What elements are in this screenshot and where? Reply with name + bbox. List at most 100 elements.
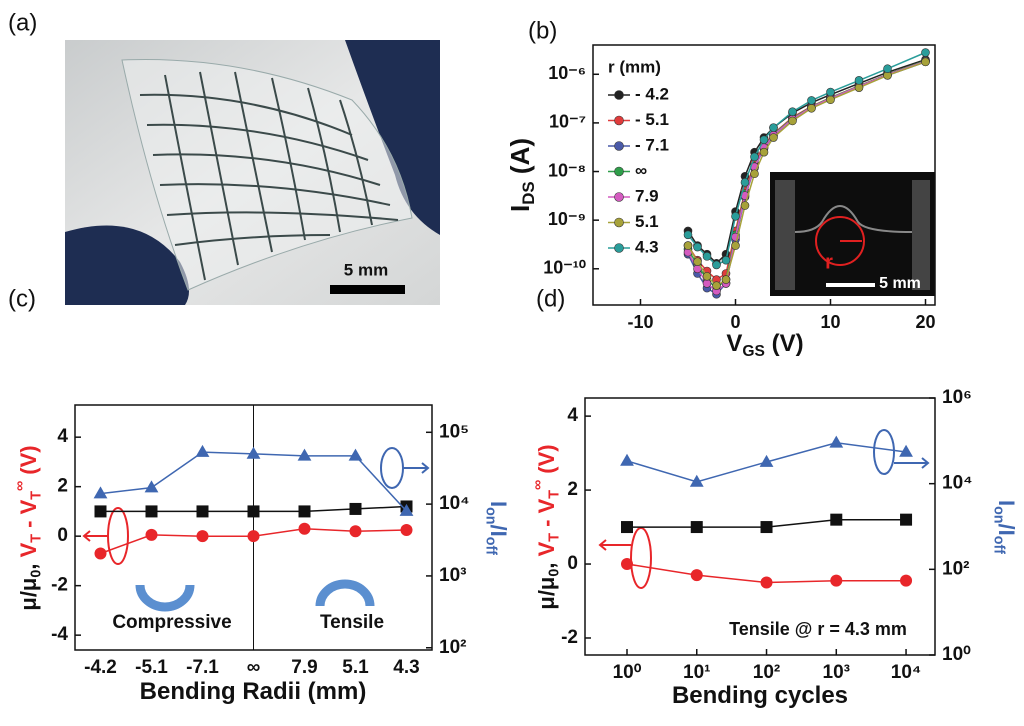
label-part: DS [519, 181, 538, 204]
plot-frame [584, 397, 936, 656]
y-axis-label: μ/μ0, VT - VT∞ (V) [12, 445, 45, 610]
marker [614, 115, 624, 126]
y-tick-label: 10⁻⁹ [548, 209, 586, 229]
marker [702, 272, 712, 281]
x-axis-label: Bending Radii (mm) [140, 678, 367, 705]
label-part: on [483, 507, 499, 524]
y-tick-label: 10⁻⁶ [548, 63, 586, 83]
x-tick-label: 20 [915, 312, 935, 332]
x-tick-label: 10² [753, 662, 780, 683]
marker [689, 474, 704, 487]
marker [721, 275, 731, 284]
marker [621, 558, 634, 571]
x-tick-label: -4.2 [84, 657, 117, 678]
legend-label: - 7.1 [635, 135, 669, 154]
x-tick-label: 7.9 [291, 657, 317, 678]
label-part: V [726, 330, 742, 357]
marker [788, 107, 797, 116]
y-tick-label: 10⁻⁸ [548, 160, 586, 180]
y2-tick-label: 10⁶ [942, 387, 972, 408]
y2-tick-label: 10⁵ [439, 421, 469, 442]
series-line [687, 58, 926, 265]
label-part: V [16, 542, 41, 557]
marker [760, 576, 773, 589]
legend-label: 5.1 [635, 212, 659, 231]
marker [750, 169, 759, 179]
marker [614, 192, 624, 202]
marker [298, 505, 311, 518]
label-part: (V) [16, 445, 41, 480]
y-tick-label: 0 [57, 525, 68, 546]
y-tick-label: 10⁻¹⁰ [543, 258, 586, 278]
marker [788, 116, 797, 126]
marker [740, 201, 750, 210]
marker [683, 241, 693, 250]
x-tick-label: 10³ [823, 662, 850, 683]
label-part: I [994, 500, 1019, 506]
y2-tick-label: 10⁰ [942, 644, 971, 665]
x-tick-label: 4.3 [393, 657, 419, 678]
marker [750, 152, 759, 162]
marker [712, 281, 721, 290]
marker [690, 521, 703, 534]
label-part: - V [534, 498, 559, 533]
y2-axis-label: Ion/Ioff [483, 501, 512, 555]
label-part: V [534, 541, 559, 556]
marker [769, 133, 778, 142]
label-part: on [991, 506, 1007, 523]
marker [400, 523, 413, 536]
marker [854, 83, 864, 92]
marker [899, 444, 913, 457]
marker [759, 147, 769, 157]
label-part: μ/μ [534, 577, 559, 610]
label-part: T [546, 533, 562, 542]
label-part: T [28, 534, 44, 543]
label-part: (V) [765, 330, 804, 357]
label-part: 0 [28, 570, 44, 578]
legend-label: - 5.1 [635, 110, 669, 129]
y-tick-label: 0 [567, 553, 578, 574]
x-tick-label: ∞ [247, 657, 261, 678]
marker [921, 57, 930, 67]
label-part: off [991, 536, 1007, 554]
y-tick-label: -2 [561, 627, 578, 648]
marker [614, 243, 624, 253]
marker [769, 123, 778, 132]
marker [731, 241, 740, 250]
y-tick-label: -2 [51, 575, 68, 596]
annotation: r [825, 251, 833, 273]
label-part: GS [742, 343, 765, 360]
marker [921, 48, 930, 57]
marker [759, 454, 774, 467]
series-line [687, 51, 926, 266]
legend-label: 7.9 [635, 186, 659, 205]
y-tick-label: -4 [51, 624, 68, 645]
marker [807, 103, 816, 113]
axis-indicators [82, 429, 930, 612]
annotation: 5 mm [879, 275, 921, 292]
marker [349, 525, 362, 538]
panel-label: (b) [528, 17, 557, 44]
marker [690, 569, 703, 582]
y-axis-label: IDS (A) [505, 138, 538, 212]
annotation: Tensile @ r = 4.3 mm [729, 619, 907, 639]
legend-label: ∞ [635, 161, 647, 180]
x-tick-label: -5.1 [135, 657, 168, 678]
label-part: /I [994, 524, 1019, 536]
marker [683, 230, 693, 240]
marker [760, 521, 773, 534]
y-tick-label: 10⁻⁷ [549, 112, 586, 132]
label-part: - V [16, 499, 41, 534]
marker [94, 547, 107, 560]
panel-label: (d) [536, 285, 565, 312]
y-tick-label: 2 [57, 476, 68, 497]
label-part: ∞ [12, 481, 28, 491]
marker [614, 141, 624, 151]
y-tick-label: 4 [567, 405, 578, 426]
label-part: /I [486, 525, 511, 537]
marker [712, 260, 721, 270]
marker [298, 522, 311, 535]
label-part: I [505, 205, 535, 212]
marker [759, 135, 769, 145]
